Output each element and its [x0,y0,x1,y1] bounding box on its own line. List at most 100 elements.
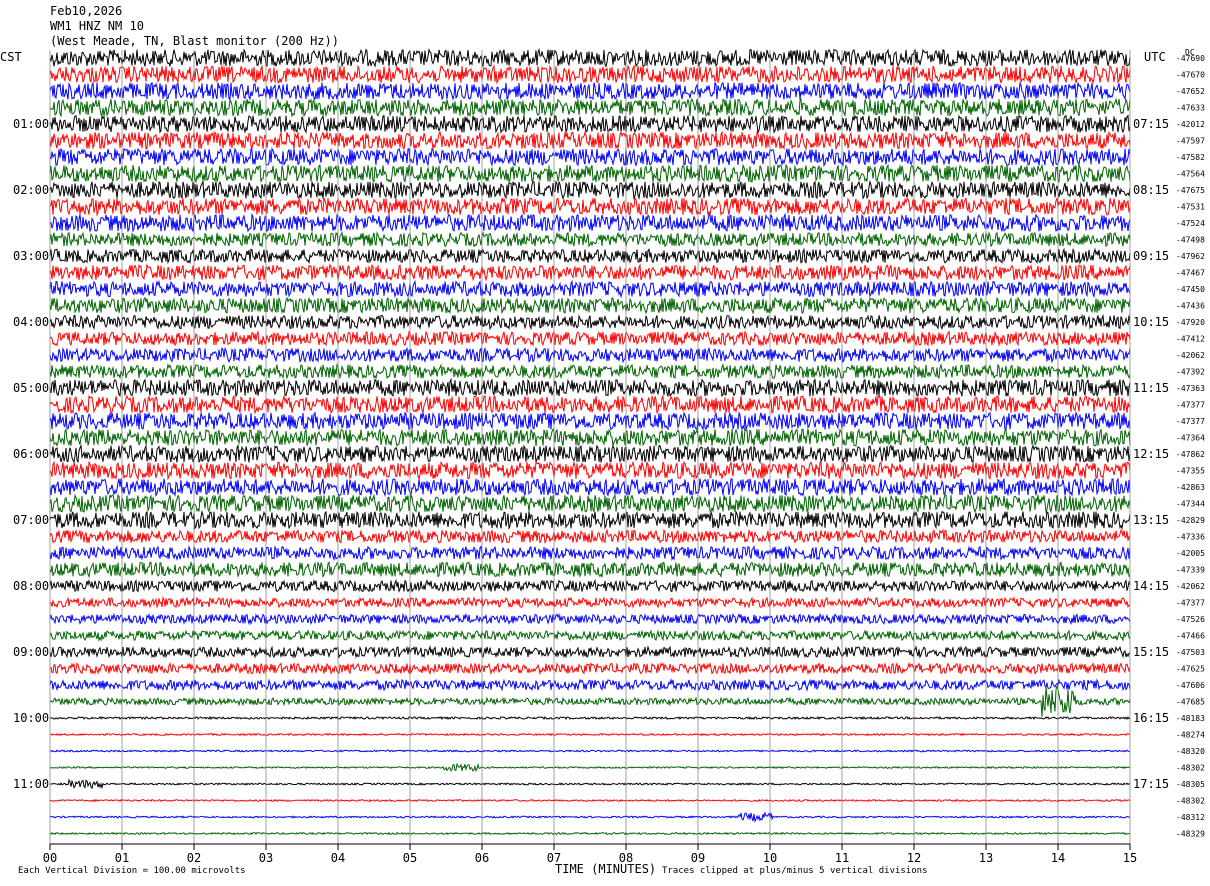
dc-offset-40: -47685 [1176,698,1205,707]
x-tick-label-00: 00 [43,851,57,865]
x-tick-label-12: 12 [907,851,921,865]
x-tick-label-08: 08 [619,851,633,865]
dc-offset-12: -47498 [1176,236,1205,245]
dc-offset-8: -47564 [1176,170,1205,179]
dc-offset-42: -48274 [1176,731,1205,740]
dc-offset-5: -42012 [1176,120,1205,129]
right-hour-label-08:15: 08:15 [1133,183,1169,197]
trace-35 [49,612,1131,626]
dc-offset-31: -42005 [1176,549,1205,558]
trace-31 [49,544,1131,562]
dc-offset-39: -47606 [1176,681,1205,690]
trace-1 [49,47,1131,68]
trace-5 [49,114,1131,135]
left-hour-label-09:00: 09:00 [13,645,49,659]
x-tick-label-05: 05 [403,851,417,865]
trace-7 [49,147,1131,168]
trace-28 [49,493,1131,514]
trace-38 [49,661,1131,676]
right-hour-label-16:15: 16:15 [1133,711,1169,725]
trace-19 [49,346,1131,364]
dc-offset-14: -47467 [1176,269,1205,278]
x-tick-label-14: 14 [1051,851,1065,865]
trace-27 [49,477,1131,498]
dc-offset-11: -47524 [1176,219,1205,228]
trace-40 [49,685,1131,717]
x-tick-label-02: 02 [187,851,201,865]
right-hour-label-09:15: 09:15 [1133,249,1169,263]
trace-32 [49,560,1131,579]
dc-offset-21: -47363 [1176,384,1205,393]
trace-16 [49,296,1131,315]
header-station: WM1 HNZ NM 10 [50,19,144,33]
dc-offset-38: -47625 [1176,665,1205,674]
x-tick-label-13: 13 [979,851,993,865]
dc-offset-3: -47652 [1176,87,1205,96]
trace-4 [49,97,1131,118]
dc-offset-6: -47597 [1176,137,1205,146]
x-axis-label: TIME (MINUTES) [555,862,657,876]
x-tick-label-07: 07 [547,851,561,865]
dc-offset-9: -47675 [1176,186,1205,195]
trace-37 [49,645,1131,659]
left-hour-label-10:00: 10:00 [13,711,49,725]
dc-offset-24: -47364 [1176,434,1205,443]
dc-offset-2: -47670 [1176,71,1205,80]
left-hour-label-08:00: 08:00 [13,579,49,593]
dc-offset-33: -42062 [1176,582,1205,591]
left-hour-label-11:00: 11:00 [13,777,49,791]
trace-10 [49,197,1131,217]
header-location: (West Meade, TN, Blast monitor (200 Hz)) [50,34,339,48]
trace-30 [49,528,1131,545]
dc-offset-22: -47377 [1176,401,1205,410]
trace-17 [49,313,1131,331]
trace-36 [49,629,1131,642]
dc-offset-45: -48305 [1176,780,1205,789]
dc-offset-44: -48302 [1176,764,1205,773]
right-hour-label-10:15: 10:15 [1133,315,1169,329]
right-hour-label-13:15: 13:15 [1133,513,1169,527]
x-tick-label-11: 11 [835,851,849,865]
dc-offset-20: -47392 [1176,368,1205,377]
trace-25 [49,443,1131,465]
dc-offset-15: -47450 [1176,285,1205,294]
dc-offset-37: -47503 [1176,648,1205,657]
dc-offset-23: -47377 [1176,417,1205,426]
trace-34 [49,596,1131,609]
right-timezone-label: UTC [1144,50,1166,64]
dc-offset-17: -47920 [1176,318,1205,327]
dc-offset-10: -47531 [1176,203,1205,212]
trace-9 [49,179,1131,201]
left-hour-label-01:00: 01:00 [13,117,49,131]
dc-offset-43: -48320 [1176,747,1205,756]
trace-24 [49,428,1131,448]
dc-offset-47: -48312 [1176,813,1205,822]
x-tick-label-06: 06 [475,851,489,865]
dc-offset-19: -42062 [1176,351,1205,360]
dc-label: DC [1185,48,1195,57]
dc-offset-27: -42863 [1176,483,1205,492]
trace-18 [49,329,1131,348]
right-hour-label-14:15: 14:15 [1133,579,1169,593]
dc-offset-25: -47862 [1176,450,1205,459]
trace-26 [49,460,1131,481]
dc-offset-35: -47526 [1176,615,1205,624]
right-hour-label-11:15: 11:15 [1133,381,1169,395]
dc-offset-41: -48183 [1176,714,1205,723]
dc-offset-46: -48302 [1176,797,1205,806]
x-tick-label-10: 10 [763,851,777,865]
left-hour-label-04:00: 04:00 [13,315,49,329]
dc-offset-28: -47344 [1176,500,1205,509]
trace-8 [49,163,1131,184]
trace-11 [49,212,1131,233]
x-tick-label-04: 04 [331,851,345,865]
trace-14 [49,263,1131,282]
trace-33 [49,578,1131,594]
trace-29 [49,509,1131,531]
trace-13 [49,247,1131,265]
right-hour-label-17:15: 17:15 [1133,777,1169,791]
trace-3 [49,81,1131,102]
left-hour-label-06:00: 06:00 [13,447,49,461]
trace-21 [49,377,1131,398]
